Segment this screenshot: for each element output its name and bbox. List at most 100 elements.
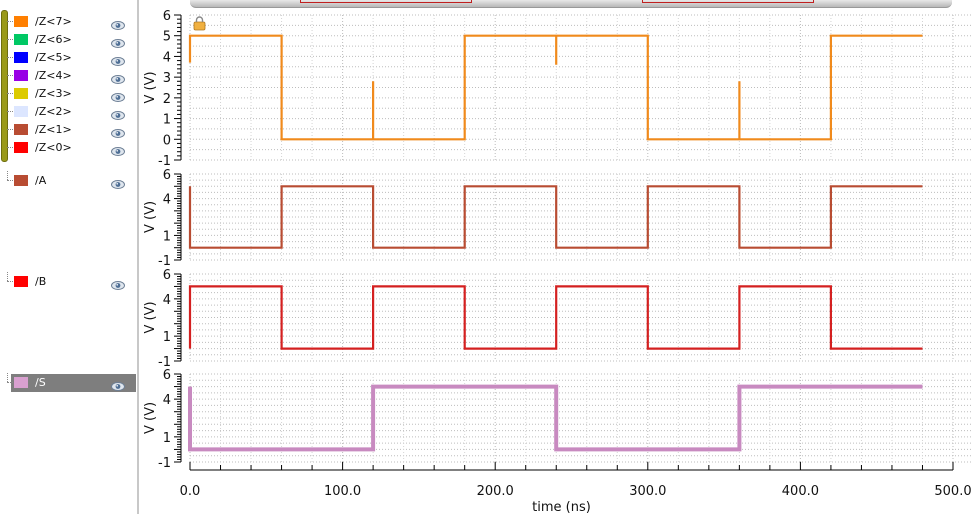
y-tick-label: 1 <box>163 330 171 345</box>
y-axis-label: V (V) <box>143 301 158 333</box>
signal-name: /A <box>35 174 47 187</box>
y-axis-label: V (V) <box>143 402 158 434</box>
x-axis: 0.0 100.0 200.0 300.0 400.0 500.0 time (ns) <box>180 462 972 514</box>
tree-line <box>7 111 13 112</box>
signal-list-panel: /Z<7> /Z<6> /Z<5> /Z<4> /Z<3> /Z<2> /Z<1> /Z<0>… <box>0 0 139 514</box>
y-tick-label: 4 <box>163 50 171 65</box>
color-swatch[interactable] <box>14 16 28 27</box>
tree-line <box>7 93 13 94</box>
tree-line <box>7 129 13 130</box>
tree-line <box>7 21 13 22</box>
eye-icon[interactable] <box>111 70 125 84</box>
selection-highlight <box>11 374 136 392</box>
tree-line <box>7 39 13 40</box>
tree-line <box>7 272 8 281</box>
signal-row[interactable]: /S <box>0 373 136 392</box>
waveform-panel-B[interactable]: -1 1 4 6 V (V) <box>143 268 976 370</box>
y-tick-label: -1 <box>158 355 171 370</box>
waveform-trace[interactable] <box>188 34 923 141</box>
waveform-plot-area[interactable]: -1 0 1 2 3 4 5 6 V (V) -1 1 4 6 V (V) -1 1 4 6 V (V) -1 1 4 6 V… <box>138 0 976 514</box>
eye-icon[interactable] <box>111 106 125 120</box>
grid <box>189 373 971 463</box>
eye-icon[interactable] <box>111 34 125 48</box>
y-tick-label: 6 <box>163 168 171 183</box>
signal-row[interactable]: /B <box>0 272 136 291</box>
signal-name: /Z<7> <box>35 15 72 28</box>
signal-name: /B <box>35 275 47 288</box>
y-tick-label: 4 <box>163 393 171 408</box>
signal-row[interactable]: /Z<7> <box>0 13 136 31</box>
y-tick-label: -1 <box>158 456 171 471</box>
x-tick-label: 200.0 <box>477 484 514 499</box>
signal-row[interactable]: /Z<2> <box>0 103 136 121</box>
waveform-panel-A[interactable]: -1 1 4 6 V (V) <box>143 168 976 269</box>
y-tick-label: 3 <box>163 71 171 86</box>
x-tick-label: 0.0 <box>180 484 201 499</box>
eye-icon[interactable] <box>111 175 125 189</box>
y-tick-label: 4 <box>163 193 171 208</box>
eye-icon[interactable] <box>111 124 125 138</box>
x-tick-label: 100.0 <box>324 484 361 499</box>
eye-icon[interactable] <box>111 52 125 66</box>
signal-name: /Z<6> <box>35 33 72 46</box>
tree-line <box>7 57 13 58</box>
tree-line <box>7 180 13 181</box>
color-swatch[interactable] <box>14 377 28 388</box>
eye-icon[interactable] <box>111 16 125 30</box>
signal-name: /Z<5> <box>35 51 72 64</box>
y-tick-label: 6 <box>163 9 171 24</box>
color-swatch[interactable] <box>14 106 28 117</box>
color-swatch[interactable] <box>14 175 28 186</box>
waveform-panel-Z[interactable]: -1 0 1 2 3 4 5 6 V (V) <box>143 9 976 169</box>
waveform-panel-S[interactable]: -1 1 4 6 V (V) <box>143 368 976 471</box>
color-swatch[interactable] <box>14 70 28 81</box>
y-tick-label: -1 <box>158 154 171 169</box>
signal-row[interactable]: /Z<4> <box>0 67 136 85</box>
color-swatch[interactable] <box>14 142 28 153</box>
signal-name: /Z<3> <box>35 87 72 100</box>
y-axis: -1 1 4 6 V (V) <box>143 168 182 269</box>
waveform-trace[interactable] <box>188 285 923 350</box>
tree-line <box>7 147 13 148</box>
y-axis: -1 0 1 2 3 4 5 6 V (V) <box>143 9 182 169</box>
signal-row[interactable]: /Z<0> <box>0 139 136 157</box>
y-axis: -1 1 4 6 V (V) <box>143 268 182 370</box>
y-axis-label: V (V) <box>143 71 158 103</box>
eye-icon[interactable] <box>111 276 125 290</box>
tree-line <box>7 373 8 382</box>
x-axis-label: time (ns) <box>532 500 591 514</box>
signal-row[interactable]: /Z<3> <box>0 85 136 103</box>
color-swatch[interactable] <box>14 52 28 63</box>
signal-name: /Z<0> <box>35 141 72 154</box>
tree-line <box>7 171 8 180</box>
signal-row[interactable]: /Z<5> <box>0 49 136 67</box>
y-tick-label: 1 <box>163 113 171 128</box>
y-tick-label: 1 <box>163 229 171 244</box>
signal-row[interactable]: /A <box>0 171 136 190</box>
tree-line <box>7 281 13 282</box>
signal-name: /Z<4> <box>35 69 72 82</box>
signal-row[interactable]: /Z<1> <box>0 121 136 139</box>
lock-icon[interactable] <box>193 16 206 31</box>
bus-group-bracket[interactable] <box>1 10 8 162</box>
eye-icon[interactable] <box>111 377 125 391</box>
color-swatch[interactable] <box>14 124 28 135</box>
horizontal-scrollbar[interactable] <box>190 0 952 8</box>
color-swatch[interactable] <box>14 34 28 45</box>
y-tick-label: 1 <box>163 431 171 446</box>
scroll-marker <box>300 0 472 3</box>
color-swatch[interactable] <box>14 276 28 287</box>
color-swatch[interactable] <box>14 88 28 99</box>
y-tick-label: 6 <box>163 368 171 383</box>
y-tick-label: 6 <box>163 268 171 283</box>
signal-row[interactable]: /Z<6> <box>0 31 136 49</box>
y-tick-label: -1 <box>158 254 171 269</box>
eye-icon[interactable] <box>111 88 125 102</box>
y-tick-label: 2 <box>163 92 171 107</box>
signal-name: /Z<1> <box>35 123 72 136</box>
x-tick-label: 300.0 <box>629 484 666 499</box>
x-tick-label: 400.0 <box>782 484 819 499</box>
eye-icon[interactable] <box>111 142 125 156</box>
waveform-trace[interactable] <box>188 185 923 249</box>
waveform-trace[interactable] <box>188 384 923 452</box>
